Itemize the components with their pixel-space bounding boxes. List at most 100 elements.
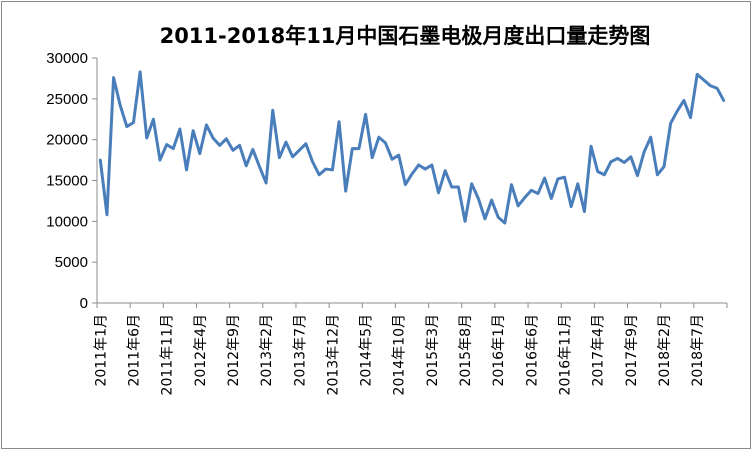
data-point <box>683 99 685 101</box>
data-point <box>305 143 307 145</box>
data-point <box>119 104 121 106</box>
data-point <box>537 192 539 194</box>
data-point <box>291 156 293 158</box>
data-point <box>424 168 426 170</box>
data-point <box>504 222 506 224</box>
data-point <box>404 183 406 185</box>
data-point <box>344 190 346 192</box>
y-tick-label: 30000 <box>46 50 88 67</box>
data-point <box>132 121 134 123</box>
data-point <box>716 87 718 89</box>
data-point <box>570 205 572 207</box>
y-tick-label: 10000 <box>46 213 88 230</box>
data-point <box>351 147 353 149</box>
x-tick-label: 2013年2月 <box>259 314 275 387</box>
data-point <box>484 218 486 220</box>
x-axis: 2011年1月 2011年6月 2011年11月 2012年4月 2012年9月 2013… <box>93 302 728 395</box>
x-tick-label: 2011年11月 <box>160 314 176 395</box>
data-point <box>358 147 360 149</box>
data-point <box>179 128 181 130</box>
x-tick-label: 2017年4月 <box>591 314 607 387</box>
x-tick-label: 2013年7月 <box>292 314 308 387</box>
data-point <box>643 151 645 153</box>
data-point <box>444 170 446 172</box>
series-line <box>98 70 726 225</box>
data-point <box>709 85 711 87</box>
data-point <box>112 76 114 78</box>
data-point <box>676 110 678 112</box>
data-point <box>165 143 167 145</box>
data-point <box>431 164 433 166</box>
data-point <box>331 169 333 171</box>
data-point <box>311 161 313 163</box>
data-point <box>596 170 598 172</box>
data-point <box>603 174 605 176</box>
data-point <box>318 174 320 176</box>
y-tick-label: 25000 <box>46 91 88 108</box>
data-point <box>696 73 698 75</box>
data-point <box>437 192 439 194</box>
data-point <box>364 113 366 115</box>
data-point <box>663 165 665 167</box>
data-point <box>636 174 638 176</box>
data-point <box>722 99 724 101</box>
data-point <box>199 152 201 154</box>
x-tick-label: 2013年12月 <box>325 314 341 395</box>
data-point <box>258 165 260 167</box>
data-point <box>669 122 671 124</box>
x-tick-label: 2017年9月 <box>624 314 640 387</box>
x-tick-label: 2016年11月 <box>558 314 574 395</box>
data-point <box>159 159 161 161</box>
data-point <box>689 116 691 118</box>
data-point <box>285 141 287 143</box>
data-point <box>610 161 612 163</box>
data-point <box>411 173 413 175</box>
data-point <box>172 147 174 149</box>
y-tick-label: 15000 <box>46 173 88 190</box>
data-point <box>139 71 141 73</box>
data-point <box>583 210 585 212</box>
data-point <box>524 196 526 198</box>
data-point <box>146 137 148 139</box>
data-point <box>417 164 419 166</box>
data-point <box>563 176 565 178</box>
data-point <box>238 144 240 146</box>
data-point <box>470 183 472 185</box>
data-point <box>550 197 552 199</box>
data-point <box>451 186 453 188</box>
data-point <box>338 121 340 123</box>
x-tick-label: 2011年6月 <box>126 314 142 387</box>
x-tick-label: 2015年8月 <box>458 314 474 387</box>
data-point <box>457 186 459 188</box>
data-point <box>152 118 154 120</box>
data-point <box>106 214 108 216</box>
data-point <box>218 144 220 146</box>
data-point <box>325 168 327 170</box>
data-point <box>225 138 227 140</box>
y-tick-label: 20000 <box>46 132 88 149</box>
chart-title: 2011-2018年11月中国石墨电极月度出口量走势图 <box>160 24 651 48</box>
data-point <box>252 148 254 150</box>
series-layer <box>98 70 726 225</box>
data-point <box>530 189 532 191</box>
data-point <box>298 149 300 151</box>
data-point <box>703 79 705 81</box>
data-point <box>590 145 592 147</box>
data-point <box>99 159 101 161</box>
y-axis: 0 5000 10000 15000 20000 25000 30000 <box>46 50 98 312</box>
data-point <box>464 220 466 222</box>
data-point <box>378 136 380 138</box>
x-tick-label: 2012年4月 <box>193 314 209 387</box>
data-point <box>185 169 187 171</box>
data-point <box>490 199 492 201</box>
x-tick-label: 2016年1月 <box>491 314 507 387</box>
data-point <box>384 142 386 144</box>
data-point <box>126 125 128 127</box>
data-point <box>616 157 618 159</box>
x-tick-label: 2018年2月 <box>657 314 673 387</box>
data-point <box>577 183 579 185</box>
data-point <box>278 156 280 158</box>
data-point <box>477 197 479 199</box>
data-point <box>517 205 519 207</box>
